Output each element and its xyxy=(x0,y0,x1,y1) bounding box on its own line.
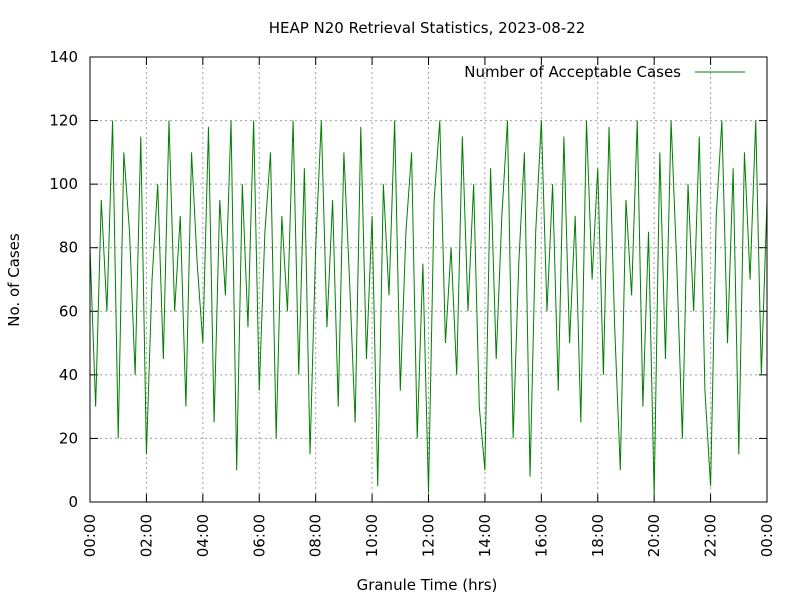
x-tick-label: 06:00 xyxy=(250,514,268,557)
x-tick-label: 12:00 xyxy=(420,514,438,557)
y-tick-label: 0 xyxy=(68,493,78,511)
chart-title: HEAP N20 Retrieval Statistics, 2023-08-2… xyxy=(269,19,586,37)
plot-border xyxy=(89,56,768,503)
x-tick-label: 08:00 xyxy=(307,514,325,557)
x-axis-label: Granule Time (hrs) xyxy=(357,576,498,594)
x-tick-label: 16:00 xyxy=(532,514,550,557)
y-tick-label: 140 xyxy=(49,48,78,66)
x-tick-label: 04:00 xyxy=(194,514,212,557)
y-tick-label: 40 xyxy=(59,366,78,384)
x-tick-label: 00:00 xyxy=(81,514,99,557)
x-tick-label: 00:00 xyxy=(758,514,776,557)
y-tick-label: 80 xyxy=(59,239,78,257)
x-tick-label: 20:00 xyxy=(645,514,663,557)
x-tick-label: 22:00 xyxy=(702,514,720,557)
y-tick-label: 60 xyxy=(59,302,78,320)
x-tick-label: 14:00 xyxy=(476,514,494,557)
data-line xyxy=(89,120,768,496)
y-tick-label: 120 xyxy=(49,112,78,130)
x-tick-label: 10:00 xyxy=(363,514,381,557)
y-tick-label: 100 xyxy=(49,175,78,193)
y-tick-label: 20 xyxy=(59,429,78,447)
legend-label: Number of Acceptable Cases xyxy=(464,63,681,81)
y-axis-label: No. of Cases xyxy=(5,233,23,327)
x-tick-label: 02:00 xyxy=(137,514,155,557)
x-tick-label: 18:00 xyxy=(589,514,607,557)
